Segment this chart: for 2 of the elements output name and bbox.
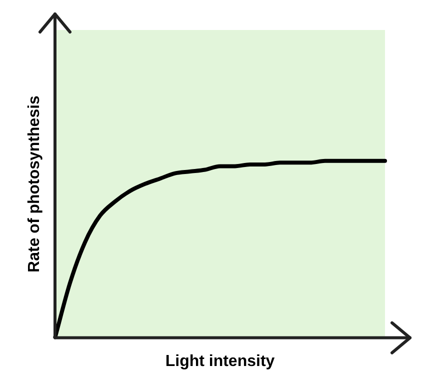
y-axis-title: Rate of photosynthesis [26, 95, 44, 272]
x-axis-title: Light intensity [165, 352, 275, 370]
